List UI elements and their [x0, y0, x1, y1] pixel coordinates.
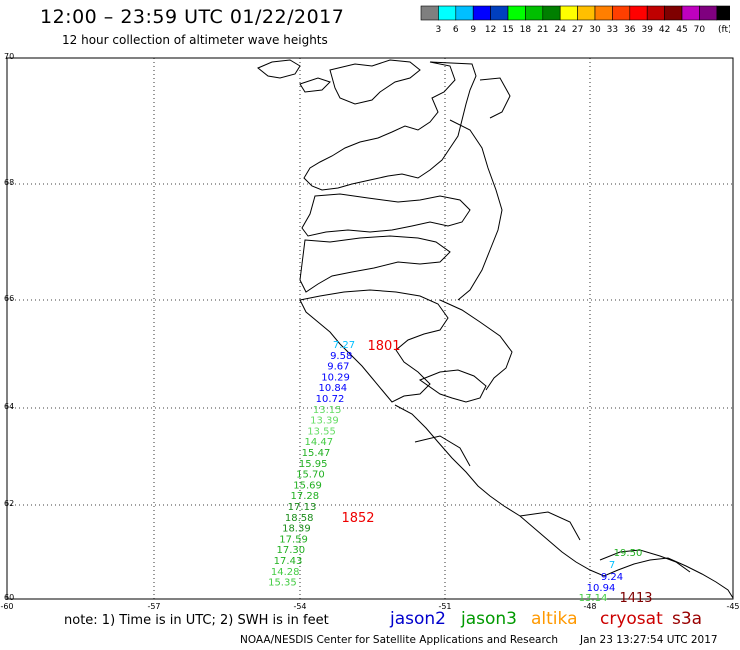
wave-height-label: 13.15 [313, 405, 342, 416]
satellite-pass-labels: 1801 1852 1413 [341, 339, 652, 606]
wave-height-label: 14.28 [271, 567, 300, 578]
wave-height-label: 15.35 [268, 578, 297, 589]
colorbar-label: 18 [520, 25, 532, 35]
wave-height-label: 7 [609, 560, 615, 571]
latitude-tick-label: 64 [4, 402, 14, 411]
wave-height-label: 9.58 [330, 351, 352, 362]
longitude-tick-label: -54 [293, 602, 306, 611]
latitude-tick-label: 66 [4, 294, 14, 303]
wave-height-label: 10.29 [321, 372, 350, 383]
colorbar-swatch [716, 5, 730, 21]
wave-height-label: 17.59 [279, 534, 308, 545]
satellite-pass-label: 1801 [367, 339, 400, 354]
wave-height-label: 17.30 [276, 545, 305, 556]
satellite-pass-label: 1852 [341, 511, 374, 526]
longitude-tick-label: -51 [438, 602, 451, 611]
colorbar-label: 12 [485, 25, 496, 35]
map-subtitle: 12 hour collection of altimeter wave hei… [62, 33, 328, 47]
colorbar-label: 30 [589, 25, 601, 35]
wave-height-label: 10.94 [587, 583, 616, 594]
wave-height-label: 17.28 [290, 491, 319, 502]
latitude-tick-label: 60 [4, 593, 14, 602]
colorbar-label: (ft) [718, 25, 730, 35]
longitude-tick-label: -57 [147, 602, 160, 611]
longitude-tick-label: -45 [726, 602, 739, 611]
wave-height-label: 15.47 [302, 448, 331, 459]
colorbar-label: 39 [641, 25, 653, 35]
wave-height-label: 9.67 [327, 362, 349, 373]
wave-height-label: 10.72 [316, 394, 345, 405]
wave-height-label: 14.47 [304, 437, 333, 448]
wave-height-label: 13.14 [579, 593, 608, 604]
latitude-tick-label: 70 [4, 52, 14, 61]
map-frame [6, 57, 734, 600]
wave-height-label: 10.84 [318, 383, 347, 394]
altimeter-track-west: 7.279.589.6710.2910.8410.7213.1513.3913.… [268, 340, 355, 589]
colorbar-label: 36 [624, 25, 636, 35]
wave-height-label: 15.70 [296, 470, 325, 481]
colorbar-label: 6 [453, 25, 459, 35]
colorbar-label: 3 [436, 25, 442, 35]
longitude-tick-label: -48 [583, 602, 596, 611]
colorbar-label: 45 [676, 25, 687, 35]
graticule [7, 58, 733, 599]
tick-labels: 70 68 66 64 62 60-60 -57 -54 -51 -48 -45 [0, 52, 739, 611]
coastline [257, 59, 734, 599]
colorbar-label: 33 [607, 25, 618, 35]
colorbar-label: 27 [572, 25, 583, 35]
wave-height-label: 9.24 [601, 572, 623, 583]
colorbar-label: 24 [554, 25, 566, 35]
legend-altika: altika [531, 609, 578, 629]
colorbar-label: 42 [659, 25, 670, 35]
latitude-tick-label: 62 [4, 499, 14, 508]
wave-height-label: 15.69 [293, 480, 322, 491]
legend-jason2: jason2 [390, 609, 446, 629]
wave-height-label: 17.43 [274, 556, 303, 567]
colorbar-label: 15 [502, 25, 513, 35]
wave-height-label: 13.39 [310, 416, 339, 427]
footer-note: note: 1) Time is in UTC; 2) SWH is in fe… [64, 613, 329, 628]
credit-organization: NOAA/NESDIS Center for Satellite Applica… [240, 634, 558, 646]
legend-cryosat: cryosat [600, 609, 663, 629]
wave-height-label: 7.27 [333, 340, 355, 351]
colorbar-label: 9 [470, 25, 476, 35]
longitude-tick-label: -60 [0, 602, 13, 611]
wave-height-label: 18.58 [285, 513, 314, 524]
wave-height-label: 19.50 [614, 548, 643, 559]
map-title: 12:00 – 23:59 UTC 01/22/2017 [40, 6, 345, 28]
wave-height-label: 17.13 [288, 502, 317, 513]
wave-height-label: 18.39 [282, 524, 311, 535]
legend-s3a: s3a [672, 609, 703, 629]
wave-height-label: 15.95 [299, 459, 328, 470]
colorbar-label: 70 [694, 25, 706, 35]
legend-jason3: jason3 [461, 609, 517, 629]
satellite-pass-label: 1413 [619, 591, 652, 606]
wave-height-label: 13.55 [307, 426, 336, 437]
credit-timestamp: Jan 23 13:27:54 UTC 2017 [580, 634, 718, 646]
colorbar-label: 21 [537, 25, 548, 35]
latitude-tick-label: 68 [4, 178, 14, 187]
